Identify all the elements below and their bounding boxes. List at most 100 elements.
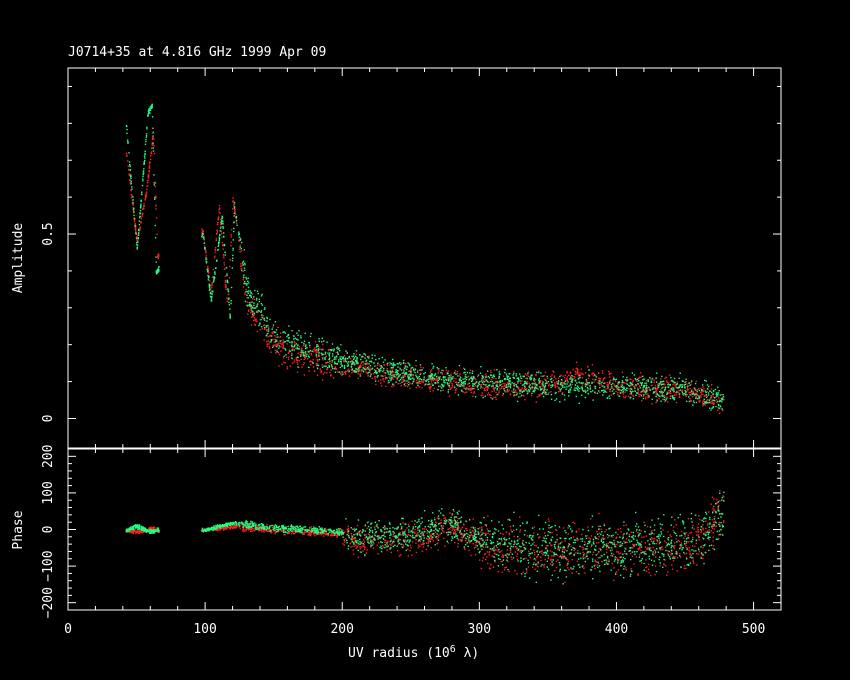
data-point <box>718 399 721 401</box>
data-point <box>502 556 504 558</box>
data-point <box>513 388 515 390</box>
data-point <box>275 345 277 347</box>
data-point <box>223 232 225 234</box>
data-point <box>656 393 658 395</box>
data-point <box>521 541 524 544</box>
data-point <box>701 389 703 391</box>
data-point <box>624 397 626 399</box>
data-point <box>495 398 497 400</box>
data-point <box>359 373 362 375</box>
data-point <box>701 390 703 393</box>
data-point <box>506 384 508 386</box>
data-point <box>153 152 156 155</box>
data-point <box>721 408 723 410</box>
data-point <box>222 244 224 246</box>
data-point <box>232 249 234 251</box>
data-point <box>466 371 469 374</box>
data-point <box>631 372 633 374</box>
data-point <box>544 393 546 395</box>
data-point <box>362 367 364 369</box>
data-point <box>496 380 498 382</box>
data-point <box>443 377 445 379</box>
data-point <box>495 381 497 383</box>
data-point <box>243 249 246 251</box>
data-point <box>647 395 649 397</box>
data-point <box>306 353 308 356</box>
data-point <box>125 152 128 154</box>
data-point <box>394 369 397 371</box>
data-point <box>587 377 590 380</box>
data-point <box>205 257 207 259</box>
data-point <box>211 290 214 292</box>
data-point <box>432 376 434 379</box>
data-point <box>597 538 599 540</box>
data-point <box>712 547 714 550</box>
data-point <box>252 312 254 314</box>
data-point <box>712 540 714 542</box>
data-point <box>685 400 688 402</box>
data-point <box>446 379 448 381</box>
data-point <box>558 388 561 390</box>
data-point <box>157 254 159 256</box>
data-point <box>602 389 605 391</box>
data-point <box>320 533 322 535</box>
data-point <box>470 554 472 557</box>
data-point <box>519 389 521 392</box>
data-point <box>551 532 553 534</box>
data-point <box>631 384 633 387</box>
data-point <box>530 386 532 389</box>
data-point <box>614 379 616 381</box>
data-point <box>670 552 672 554</box>
data-point <box>555 398 558 400</box>
data-point <box>300 337 302 339</box>
data-point <box>525 557 527 560</box>
data-point <box>453 528 455 530</box>
data-point <box>642 379 644 381</box>
data-point <box>442 379 445 381</box>
data-point <box>430 375 432 377</box>
data-point <box>504 543 507 545</box>
data-point <box>618 559 620 561</box>
data-point <box>705 380 707 382</box>
data-point <box>445 369 447 371</box>
data-point <box>674 385 676 387</box>
data-point <box>239 527 241 530</box>
data-point <box>409 364 411 367</box>
data-point <box>378 358 380 360</box>
data-point <box>621 386 624 389</box>
data-point <box>469 385 471 387</box>
data-point <box>272 344 274 346</box>
data-point <box>156 269 159 271</box>
data-point <box>231 228 233 231</box>
data-point <box>278 345 281 347</box>
data-point <box>383 369 385 371</box>
data-point <box>429 378 431 380</box>
data-point <box>360 358 362 361</box>
data-point <box>723 520 725 522</box>
data-point <box>333 358 335 361</box>
data-point <box>498 390 500 392</box>
data-point <box>126 155 128 157</box>
data-point <box>422 381 424 384</box>
data-point <box>302 345 305 347</box>
data-point <box>655 393 657 395</box>
data-point <box>146 126 148 128</box>
data-point <box>487 394 489 396</box>
data-point <box>542 384 544 387</box>
data-point <box>549 563 552 565</box>
data-point <box>368 366 370 368</box>
data-point <box>380 365 382 367</box>
data-point <box>284 349 287 351</box>
data-point <box>453 372 455 375</box>
data-point <box>620 531 622 533</box>
data-point <box>447 391 449 393</box>
data-point <box>357 362 359 365</box>
data-point <box>415 539 417 541</box>
data-point <box>676 557 679 559</box>
data-point <box>329 349 331 351</box>
data-point <box>277 351 279 354</box>
data-point <box>429 387 431 389</box>
data-point <box>665 399 667 401</box>
data-point <box>623 524 625 527</box>
data-point <box>539 380 541 382</box>
